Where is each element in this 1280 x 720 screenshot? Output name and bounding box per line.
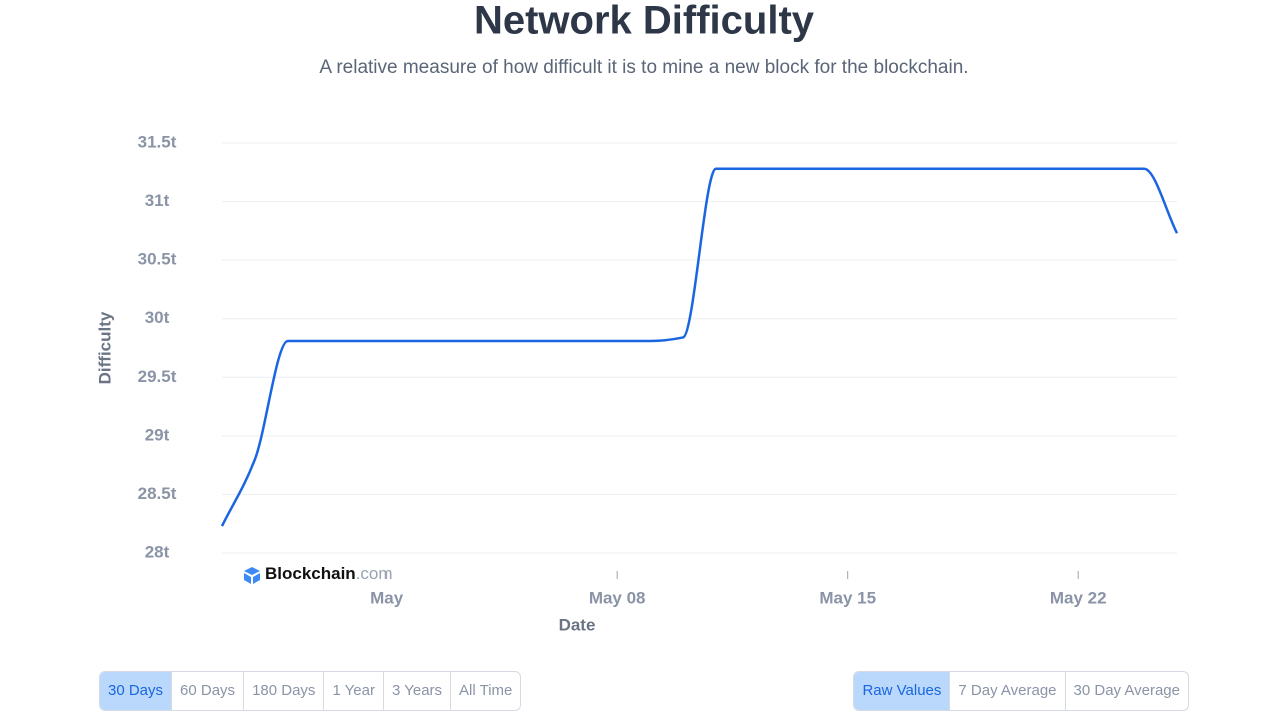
x-tick-label: May xyxy=(370,588,404,607)
toggle-button[interactable]: Raw Values xyxy=(854,672,951,710)
y-tick-label: 28t xyxy=(145,542,170,561)
toggle-button[interactable]: 30 Day Average xyxy=(1073,682,1180,699)
range-selector: 30 Days 60 Days 180 Days 1 Year 3 Years All T… xyxy=(99,671,522,711)
x-axis-title: Date xyxy=(559,615,596,634)
chart-subtitle: A relative measure of how difficult it i… xyxy=(319,57,968,78)
watermark-text: Blockchain.com xyxy=(265,564,393,583)
y-tick-label: 30t xyxy=(145,308,170,327)
watermark-suffix: .com xyxy=(356,564,393,583)
toggle-button[interactable]: 7 Day Average xyxy=(950,672,1066,710)
toggle-button[interactable]: 1 Year xyxy=(324,672,384,710)
data-line xyxy=(220,167,1179,527)
y-tick-label: 30.5t xyxy=(138,250,177,269)
toggle-button[interactable]: 60 Days xyxy=(172,672,245,710)
y-tick-label: 28.5t xyxy=(138,484,177,503)
chart-title: Network Difficulty xyxy=(474,0,815,43)
toggle-button[interactable]: 180 Days xyxy=(244,672,325,710)
watermark-brand: Blockchain xyxy=(265,564,356,583)
toggle-button[interactable]: 30 Days xyxy=(100,672,173,710)
x-tick-label: May 08 xyxy=(589,588,646,607)
mode-selector: Raw Values 7 Day Average 30 Day Average xyxy=(853,671,1189,711)
watermark: Blockchain.com xyxy=(244,564,393,584)
x-tick-label: May 15 xyxy=(819,588,876,607)
y-tick-label: 31.5t xyxy=(138,132,177,151)
x-tick-label: May 22 xyxy=(1050,588,1107,607)
watermark-logo xyxy=(244,567,260,584)
y-tick-label: 29.5t xyxy=(138,367,177,386)
toggle-button[interactable]: All Time xyxy=(459,682,513,699)
toggle-button[interactable]: 3 Years xyxy=(384,672,452,710)
y-axis-title: Difficulty xyxy=(95,311,114,384)
y-tick-label: 31t xyxy=(145,191,170,210)
y-tick-label: 29t xyxy=(145,425,170,444)
